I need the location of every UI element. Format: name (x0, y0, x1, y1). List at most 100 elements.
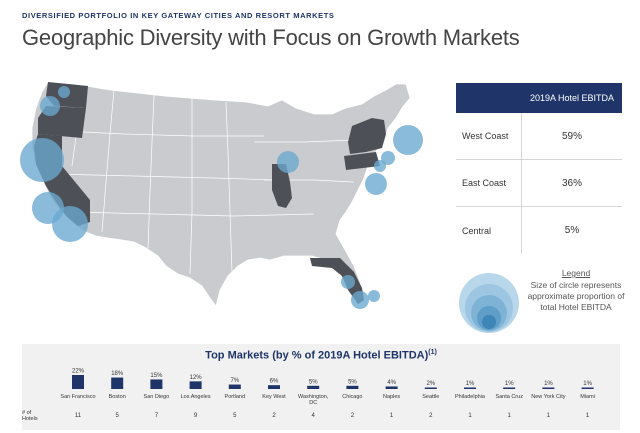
category-label: San Francisco (60, 394, 95, 400)
bubble-san-diego (52, 206, 88, 242)
bar-value-label: 6% (270, 379, 279, 385)
legend-text-block: Legend Size of circle represents approxi… (526, 268, 626, 313)
hotel-count: 2 (272, 413, 276, 419)
bubble-washington-dc (365, 173, 387, 195)
bar-value-label: 18% (111, 371, 124, 377)
hotels-row-label: # of Hotels (22, 410, 38, 422)
bubble-naples (341, 275, 355, 289)
region-table-header-label: 2019A Hotel EBITDA (529, 93, 615, 103)
bubble-seattle (58, 86, 70, 98)
region-ebitda-table: 2019A Hotel EBITDA West Coast 59% East C… (456, 83, 622, 254)
ebitda-bubbles (20, 86, 423, 309)
bar (385, 386, 398, 389)
bar-value-label: 5% (309, 379, 318, 385)
legend-title: Legend (561, 268, 591, 278)
bar (424, 387, 437, 389)
bar (307, 385, 320, 389)
region-label: West Coast (456, 113, 522, 159)
bubble-key-west (351, 291, 369, 309)
category-label: Los Angeles (181, 394, 211, 400)
region-value: 59% (561, 130, 582, 142)
bubble-boston (393, 125, 423, 155)
bar-value-label: 1% (466, 381, 475, 387)
bar-value-label: 1% (505, 381, 514, 387)
region-value: 5% (564, 225, 580, 236)
state-pennsylvania (344, 152, 380, 170)
category-label: Chicago (342, 394, 362, 400)
hotel-count: 1 (390, 413, 394, 419)
region-table-header: 2019A Hotel EBITDA (456, 83, 622, 113)
category-label: Key West (262, 394, 286, 400)
state-lines (43, 85, 355, 275)
category-label: Seattle (422, 394, 439, 400)
bar (464, 387, 476, 389)
state-illinois (272, 164, 292, 208)
bar (542, 387, 555, 389)
bar-value-label: 15% (150, 373, 163, 379)
page-title: Geographic Diversity with Focus on Growt… (22, 25, 520, 50)
map-legend: Legend Size of circle represents approxi… (458, 268, 628, 336)
top-markets-panel: Top Markets (by % of 2019A Hotel EBITDA)… (22, 344, 620, 430)
us-map (14, 62, 444, 324)
bar (189, 381, 202, 389)
hotel-count: 2 (429, 413, 433, 419)
category-label: New York City (531, 394, 565, 400)
bubble-miami (368, 290, 380, 302)
hotel-count: 1 (586, 413, 590, 419)
bar-value-label: 1% (544, 381, 553, 387)
legend-circles-icon (459, 273, 519, 333)
state-new-york (348, 118, 386, 154)
bar (268, 385, 280, 389)
bar-value-label: 7% (230, 378, 239, 384)
region-label: Central (456, 207, 522, 254)
bar (503, 387, 516, 389)
hotel-count: 4 (312, 413, 316, 419)
bar (581, 387, 594, 389)
bar (150, 379, 163, 389)
hotel-count: 1 (508, 413, 512, 419)
bar (228, 384, 241, 389)
section-kicker: DIVERSIFIED PORTFOLIO IN KEY GATEWAY CIT… (22, 11, 335, 20)
top-markets-title: Top Markets (by % of 2019A Hotel EBITDA)… (205, 349, 437, 362)
category-label: Boston (109, 394, 126, 400)
bubble-portland (40, 96, 60, 116)
region-label: East Coast (456, 160, 522, 206)
hotel-count: 1 (547, 413, 551, 419)
category-label: San Diego (144, 394, 170, 400)
bar (72, 375, 84, 389)
hotel-count: 11 (75, 413, 82, 419)
category-label: Philadelphia (455, 394, 486, 400)
hotel-count: 1 (468, 413, 472, 419)
hotel-count: 5 (233, 413, 237, 419)
category-label: Santa Cruz (495, 394, 523, 400)
bubble-chicago (277, 151, 299, 173)
category-label: Portland (225, 394, 246, 400)
category-label: Washington, DC (298, 394, 329, 406)
bubble-philadelphia (374, 160, 386, 172)
state-florida (310, 258, 364, 304)
bar (346, 385, 359, 389)
bubble-san-francisco (20, 138, 64, 182)
region-value: 36% (561, 177, 582, 189)
title-footnote: (1) (428, 349, 437, 356)
category-label: Miami (580, 394, 595, 400)
bubble-new-york (381, 151, 395, 165)
bar (111, 377, 124, 389)
hotel-count: 9 (194, 413, 198, 419)
us-map-svg (20, 81, 423, 309)
bar-value-label: 1% (583, 381, 592, 387)
bar-value-label: 2% (426, 381, 435, 387)
hotel-count: 5 (116, 413, 120, 419)
region-row-west-coast: West Coast 59% (456, 113, 622, 160)
bar-value-label: 5% (348, 379, 357, 385)
legend-description: Size of circle represents approximate pr… (527, 280, 625, 312)
region-row-east-coast: East Coast 36% (456, 160, 622, 207)
category-label: Naples (383, 394, 400, 400)
hotel-count: 7 (155, 413, 159, 419)
bar-value-label: 12% (190, 375, 203, 381)
bar-value-label: 4% (387, 380, 396, 386)
region-row-central: Central 5% (456, 207, 622, 254)
hotel-count: 2 (351, 413, 355, 419)
bar-value-label: 22% (72, 369, 85, 375)
